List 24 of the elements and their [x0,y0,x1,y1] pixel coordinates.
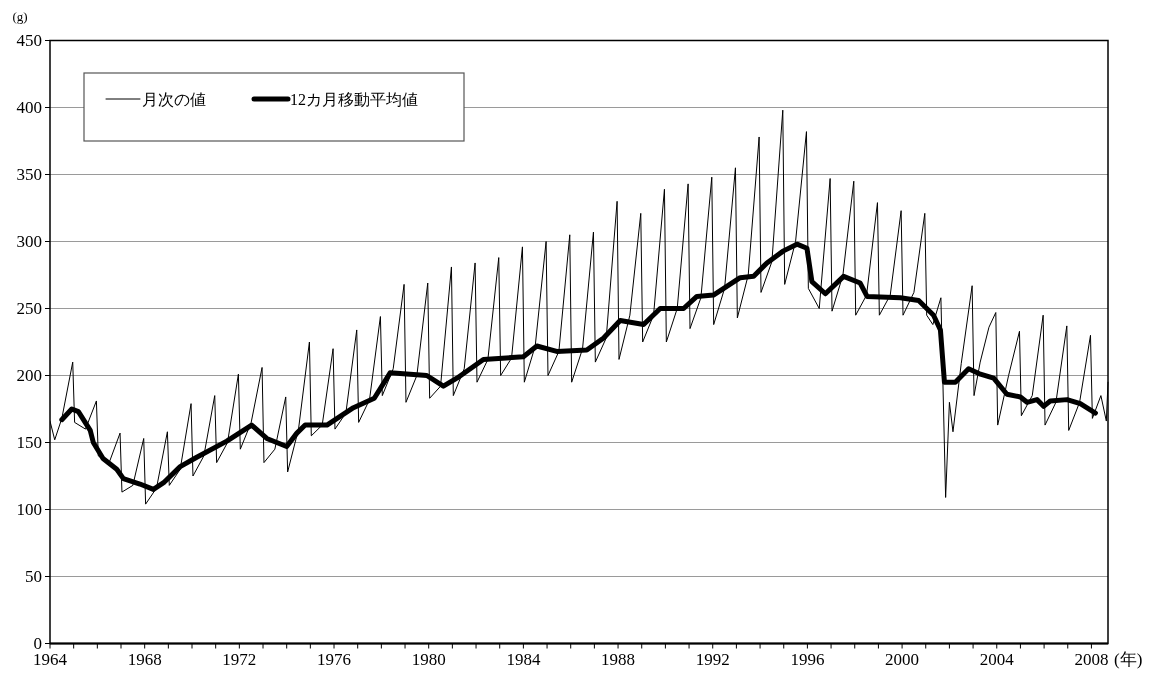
x-tick-label: 1972 [222,649,257,669]
x-tick-label: 1992 [695,649,730,669]
x-tick-label: 1968 [127,649,162,669]
y-tick-label: 250 [16,299,42,319]
x-tick-label: 2000 [885,649,920,669]
y-tick-label: 150 [16,433,42,453]
x-tick-label: 2008 [1074,649,1109,669]
y-tick-label: 200 [16,366,42,386]
y-axis-title: (g) [12,8,28,24]
y-tick-label: 400 [16,98,42,118]
x-tick-label: 1976 [317,649,352,669]
y-tick-label: 50 [25,567,42,587]
legend-label: 12カ月移動平均値 [290,90,418,108]
legend-label: 月次の値 [142,90,206,108]
y-tick-label: 300 [16,232,42,252]
x-axis-title: (年) [1114,649,1143,669]
y-tick-label: 350 [16,165,42,185]
y-tick-label: 450 [16,31,42,51]
x-tick-label: 2004 [979,649,1015,669]
x-tick-label: 1996 [790,649,825,669]
x-tick-label: 1988 [601,649,636,669]
x-tick-label: 1980 [411,649,446,669]
y-tick-label: 100 [16,500,42,520]
x-tick-label: 1984 [506,649,541,669]
